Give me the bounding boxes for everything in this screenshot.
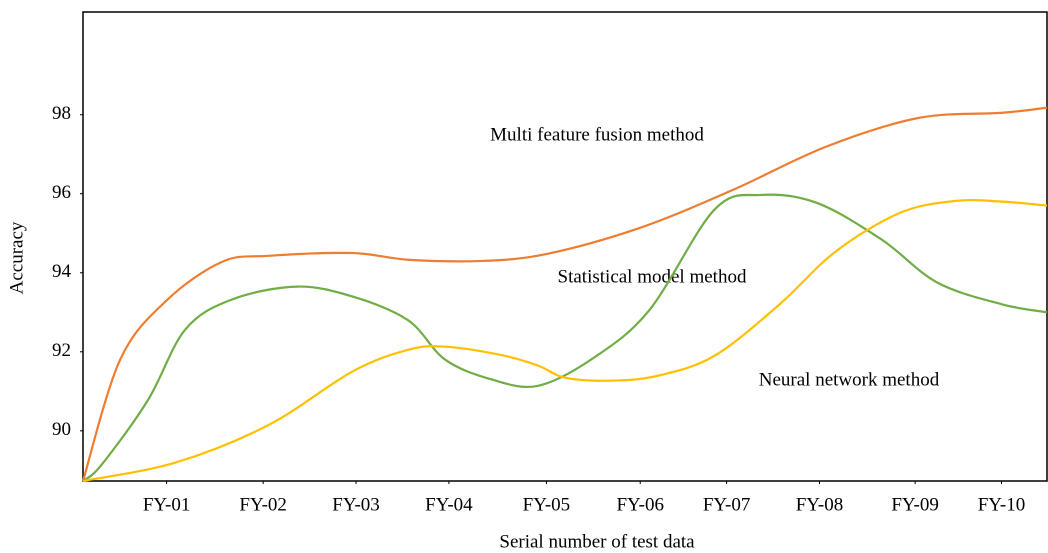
annotation: Statistical model method <box>558 266 747 287</box>
x-tick-label: FY-09 <box>891 494 939 515</box>
y-tick-label: 94 <box>52 261 72 282</box>
y-tick-label: 92 <box>52 340 71 361</box>
x-tick-label: FY-06 <box>616 494 664 515</box>
x-tick-label: FY-10 <box>978 494 1026 515</box>
x-tick-label: FY-02 <box>239 494 287 515</box>
x-axis-label: Serial number of test data <box>499 531 695 552</box>
annotation: Multi feature fusion method <box>490 124 704 145</box>
y-tick-label: 98 <box>52 103 71 124</box>
annotation: Neural network method <box>759 369 940 390</box>
line-series <box>82 198 1048 483</box>
x-tick-label: FY-05 <box>523 494 571 515</box>
y-axis-label: Accuracy <box>6 221 27 294</box>
plot-frame <box>82 11 1048 482</box>
x-tick-label: FY-08 <box>796 494 844 515</box>
x-tick-label: FY-07 <box>703 494 751 515</box>
line-series <box>82 193 1048 482</box>
y-tick-label: 96 <box>52 182 71 203</box>
line-series <box>81 106 1048 482</box>
x-tick-label: FY-04 <box>425 494 473 515</box>
y-tick-label: 90 <box>52 419 71 440</box>
x-tick-label: FY-01 <box>143 494 191 515</box>
x-tick-label: FY-03 <box>332 494 380 515</box>
